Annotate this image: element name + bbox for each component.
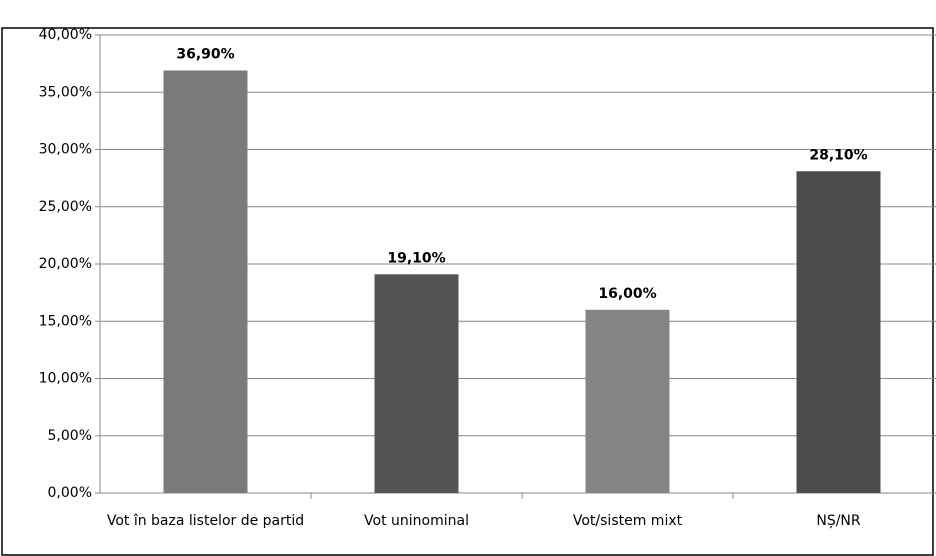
x-tick-label: Vot în baza listelor de partid	[106, 513, 305, 529]
y-tick-label: 30,00%	[39, 142, 92, 158]
y-tick-label: 35,00%	[39, 84, 92, 100]
data-label: 16,00%	[598, 286, 656, 302]
bar	[796, 171, 881, 493]
bar	[163, 70, 248, 494]
bar	[585, 309, 670, 493]
y-tick-label: 40,00%	[39, 27, 92, 43]
x-tick-label: Vot/sistem mixt	[572, 513, 683, 529]
y-tick-label: 25,00%	[39, 199, 92, 215]
bar	[374, 274, 459, 493]
y-tick-label: 0,00%	[48, 485, 92, 501]
y-tick-label: 20,00%	[39, 256, 92, 272]
x-tick-label: Vot uninominal	[364, 513, 469, 529]
data-label: 19,10%	[387, 250, 445, 266]
y-tick-label: 5,00%	[48, 428, 92, 444]
y-tick-label: 10,00%	[39, 371, 92, 387]
data-label: 28,10%	[809, 147, 867, 163]
y-tick-label: 15,00%	[39, 313, 92, 329]
data-label: 36,90%	[176, 46, 234, 62]
chart-frame	[1, 27, 934, 556]
x-tick-label: NȘ/NR	[816, 513, 861, 529]
